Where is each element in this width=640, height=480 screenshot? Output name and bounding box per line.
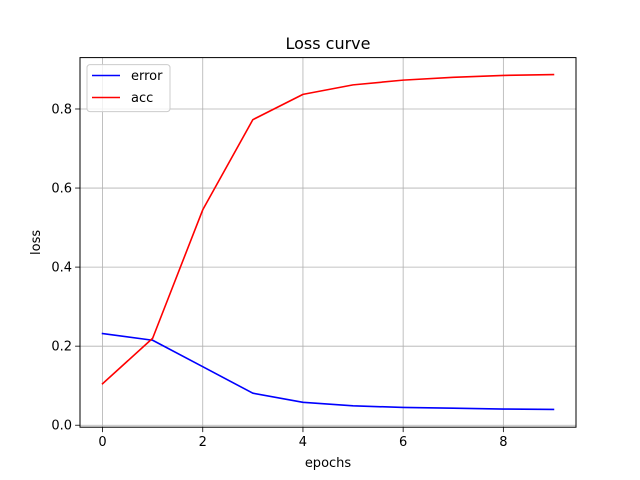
legend-label-error: error: [131, 69, 163, 84]
series-lines: [101, 73, 555, 411]
y-tick-label: 0.4: [51, 261, 72, 276]
x-axis-label: epochs: [305, 456, 352, 471]
y-axis-label: loss: [29, 230, 44, 255]
x-tick-label: 6: [399, 435, 407, 450]
x-axis-ticks: 0 2 4 6 8: [98, 427, 507, 450]
legend-label-acc: acc: [131, 91, 153, 106]
legend-box: [86, 64, 171, 113]
x-tick-label: 4: [299, 435, 307, 450]
series-line-acc: [101, 73, 555, 385]
x-tick-label: 0: [98, 435, 106, 450]
legend: error acc: [86, 64, 171, 113]
y-tick-label: 0.2: [51, 340, 72, 355]
y-tick-label: 0.6: [51, 182, 72, 197]
chart-title: Loss curve: [285, 34, 370, 53]
series-line-error: [101, 332, 555, 411]
plot-frame: [79, 57, 577, 428]
y-axis-ticks: 0.0 0.2 0.4 0.6 0.8: [51, 102, 80, 434]
grid: [80, 57, 576, 428]
x-tick-label: 8: [499, 435, 507, 450]
y-tick-label: 0.8: [51, 102, 72, 117]
y-tick-label: 0.0: [51, 419, 72, 434]
x-tick-label: 2: [199, 435, 207, 450]
